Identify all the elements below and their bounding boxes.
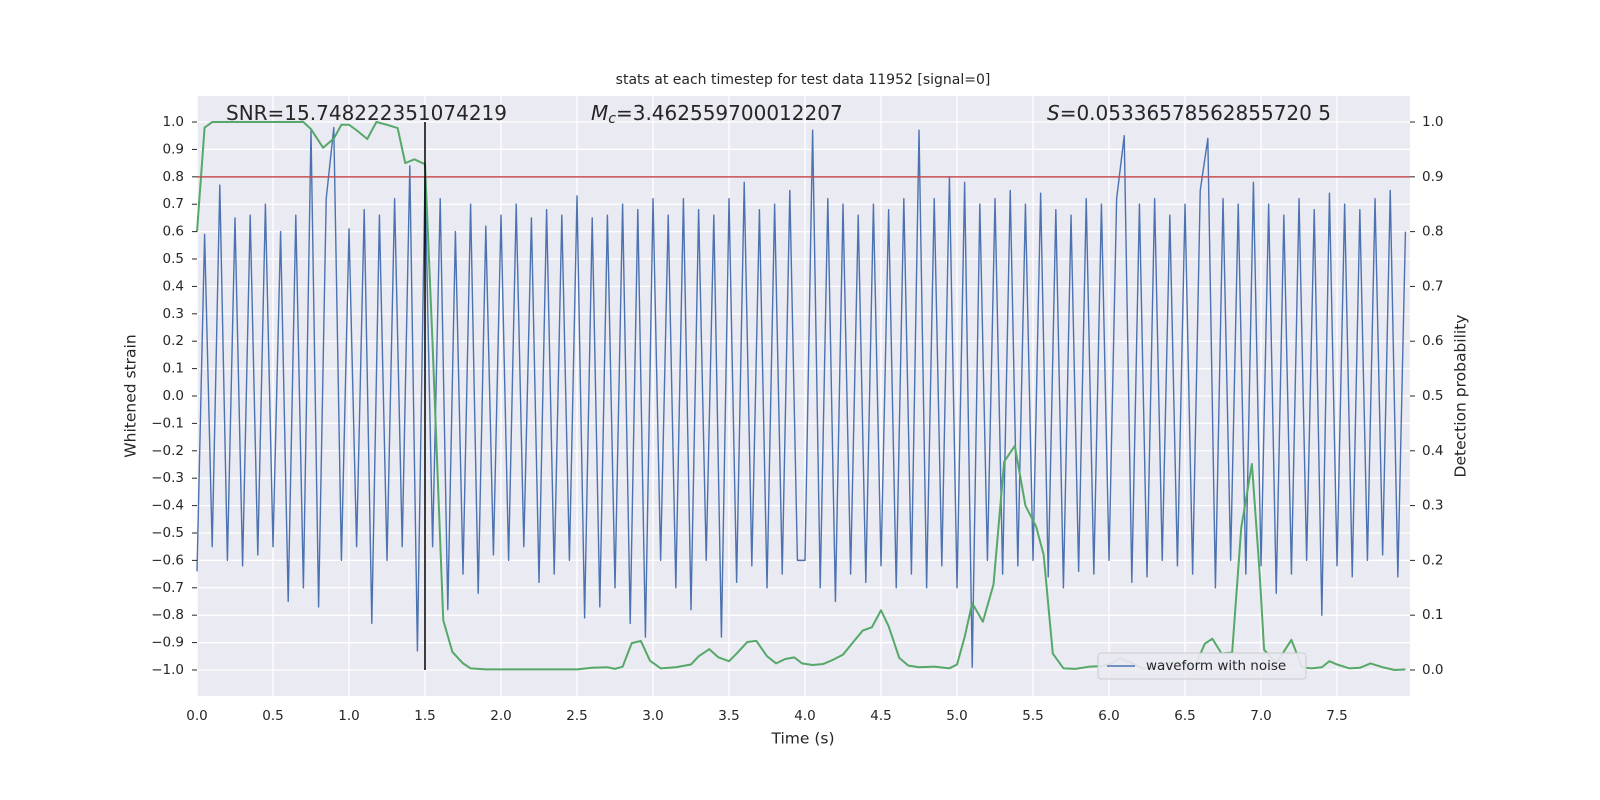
y-tick-label: 0.2 (163, 333, 184, 349)
y-tick-label: −0.6 (151, 552, 184, 568)
y2-axis-title: Detection probability (1452, 315, 1470, 478)
legend-label: waveform with noise (1146, 658, 1286, 674)
y2-tick-label: 0.7 (1422, 278, 1443, 294)
y2-tick-label: 1.0 (1422, 114, 1443, 130)
annotation-text: =0.05336578562855720 5 (1060, 101, 1331, 125)
y-axis-title: Whitened strain (122, 334, 140, 457)
annotation-subscript: c (608, 111, 616, 127)
y-tick-label: 0.4 (163, 278, 184, 294)
y-tick-label: −0.9 (151, 635, 184, 651)
annotation: S=0.05336578562855720 5 (1047, 101, 1331, 125)
y-tick-label: 0.8 (163, 169, 184, 185)
y-tick-label: −0.2 (151, 443, 184, 459)
y-tick-label: 0.9 (163, 141, 184, 157)
y-tick-label: −0.3 (151, 470, 184, 486)
y2-tick-label: 0.2 (1422, 552, 1443, 568)
x-tick-label: 5.5 (1022, 708, 1043, 724)
x-tick-label: 2.5 (566, 708, 587, 724)
y-tick-label: −0.8 (151, 607, 184, 623)
y-tick-label: 0.7 (163, 196, 184, 212)
x-tick-label: 2.0 (490, 708, 511, 724)
x-tick-label: 6.5 (1174, 708, 1195, 724)
y-tick-label: 0.5 (163, 251, 184, 267)
x-tick-label: 1.5 (414, 708, 435, 724)
y-tick-label: −0.1 (151, 415, 184, 431)
y2-tick-label: 0.3 (1422, 498, 1443, 514)
x-tick-label: 6.0 (1098, 708, 1119, 724)
annotation-text: SNR=15.748222351074219 (226, 101, 507, 125)
x-tick-label: 7.5 (1326, 708, 1347, 724)
x-axis-title: Time (s) (770, 730, 834, 748)
y2-tick-label: 0.5 (1422, 388, 1443, 404)
y-tick-label: 0.6 (163, 224, 184, 240)
y2-tick-label: 0.8 (1422, 224, 1443, 240)
x-tick-label: 5.0 (946, 708, 967, 724)
x-tick-label: 0.5 (262, 708, 283, 724)
x-tick-label: 3.0 (642, 708, 663, 724)
series-line (196, 126, 1407, 668)
chart-title: stats at each timestep for test data 119… (616, 72, 991, 88)
y2-tick-label: 0.6 (1422, 333, 1443, 349)
x-tick-label: 3.5 (718, 708, 739, 724)
x-tick-label: 7.0 (1250, 708, 1271, 724)
y-tick-label: 0.3 (163, 306, 184, 322)
y-tick-label: 1.0 (163, 114, 184, 130)
y2-tick-label: 0.4 (1422, 443, 1443, 459)
annotation: SNR=15.748222351074219 (226, 101, 507, 125)
y2-tick-label: 0.0 (1422, 662, 1443, 678)
legend-box (1097, 652, 1307, 680)
x-tick-label: 4.0 (794, 708, 815, 724)
annotation-symbol: S (1047, 101, 1060, 125)
y-tick-label: −0.4 (151, 498, 184, 514)
x-tick-label: 1.0 (338, 708, 359, 724)
annotation-text: =3.462559700012207 (616, 101, 843, 125)
y2-tick-label: 0.9 (1422, 169, 1443, 185)
y-tick-label: −0.5 (151, 525, 184, 541)
y2-tick-label: 0.1 (1422, 607, 1443, 623)
x-tick-label: 0.0 (186, 708, 207, 724)
y-tick-label: 0.1 (163, 361, 184, 377)
y-tick-label: −1.0 (151, 662, 184, 678)
labels: stats at each timestep for test data 119… (122, 72, 1470, 748)
y-tick-label: −0.7 (151, 580, 184, 596)
annotation: Mc=3.462559700012207 (591, 101, 843, 128)
legend: waveform with noise (1097, 652, 1307, 680)
annotation-symbol: M (591, 101, 608, 125)
y-tick-label: 0.0 (163, 388, 184, 404)
x-tick-label: 4.5 (870, 708, 891, 724)
